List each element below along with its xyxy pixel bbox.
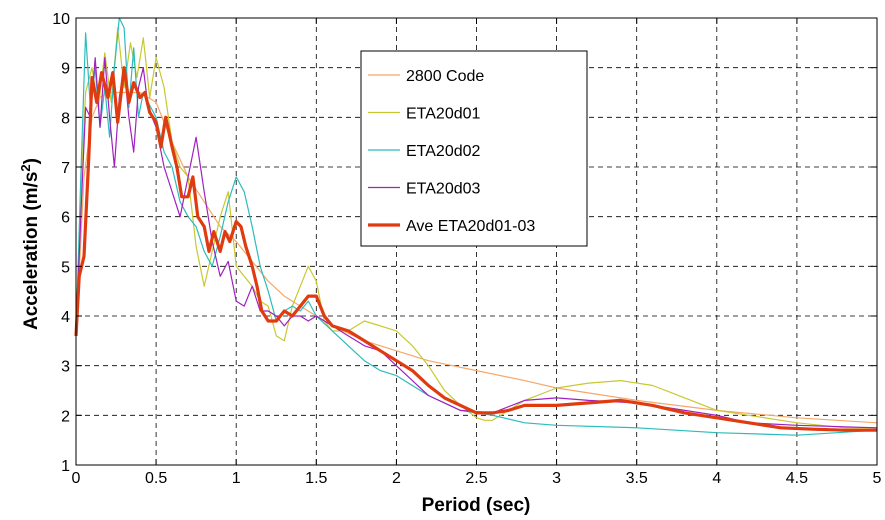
y-tick-label: 5 (61, 259, 70, 276)
legend-box (360, 50, 588, 247)
series-lines (74, 17, 878, 436)
tick-labels: 0 0.5 1 1.5 2 2.5 3 3.5 4 4.5 5 1 2 3 4 5 6 7 8 9 10 (52, 11, 881, 487)
x-tick-label: 1.5 (305, 470, 327, 487)
series-line-2 (75, 27, 877, 429)
legend-label-1: 2800 Code (406, 68, 484, 85)
y-tick-label: 4 (61, 309, 70, 326)
y-tick-label: 1 (61, 458, 70, 475)
legend-label-5: Ave ETA20d01-03 (406, 218, 535, 235)
legend-label-2: ETA20d01 (406, 106, 481, 123)
x-tick-label: 3 (552, 470, 561, 487)
y-tick-label: 10 (52, 11, 70, 28)
x-tick-label: 2 (392, 470, 401, 487)
x-tick-label: 2.5 (465, 470, 487, 487)
series-line-1 (75, 91, 878, 424)
y-tick-label: 8 (61, 110, 70, 127)
x-axis-label: Period (sec) (422, 495, 531, 516)
legend-label-4: ETA20d03 (406, 181, 481, 198)
x-tick-label: 5 (873, 470, 882, 487)
y-tick-label: 6 (61, 210, 70, 227)
x-tick-label: 4.5 (786, 470, 808, 487)
x-tick-label: 3.5 (626, 470, 648, 487)
series-line-3 (75, 17, 878, 436)
y-tick-label: 2 (61, 408, 70, 425)
axis-ticks (75, 17, 878, 466)
x-tick-label: 4 (712, 470, 721, 487)
x-tick-label: 0.5 (145, 470, 167, 487)
y-tick-label: 7 (61, 160, 70, 177)
legend-label-3: ETA20d02 (406, 143, 481, 160)
y-tick-label: 9 (61, 61, 70, 78)
series-line-5 (74, 66, 877, 432)
x-tick-label: 1 (232, 470, 241, 487)
y-tick-label: 3 (61, 359, 70, 376)
y-axis-label: Acceleration (m/s2) (18, 158, 42, 330)
legend: 2800 Code ETA20d01 ETA20d02 ETA20d03 Ave ETA… (360, 50, 588, 247)
x-tick-label: 0 (72, 470, 81, 487)
